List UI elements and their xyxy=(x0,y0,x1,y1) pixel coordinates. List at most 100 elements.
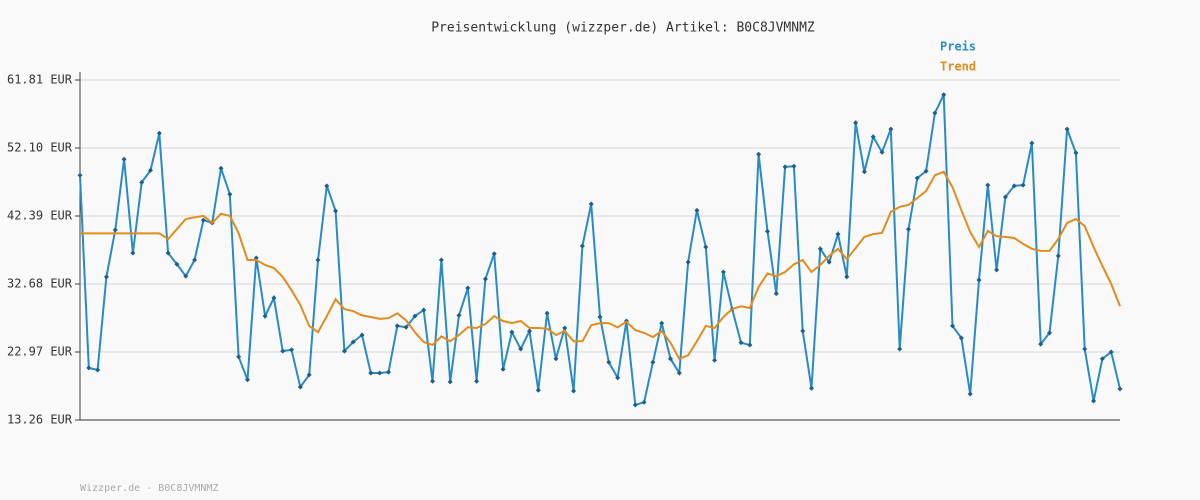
point-marker xyxy=(958,335,964,341)
point-marker xyxy=(438,257,444,263)
point-marker xyxy=(1064,126,1070,132)
point-marker xyxy=(967,391,973,397)
point-marker xyxy=(192,257,198,263)
point-marker xyxy=(923,168,929,174)
point-marker xyxy=(685,259,691,265)
point-marker xyxy=(562,325,568,331)
point-marker xyxy=(526,328,532,334)
point-marker xyxy=(482,276,488,282)
point-marker xyxy=(130,250,136,256)
point-marker xyxy=(1055,253,1061,259)
point-marker xyxy=(359,332,365,338)
point-marker xyxy=(385,369,391,375)
point-marker xyxy=(341,348,347,354)
point-marker xyxy=(544,310,550,316)
point-marker xyxy=(139,179,145,185)
point-marker xyxy=(994,267,1000,273)
point-marker xyxy=(1038,341,1044,347)
point-marker xyxy=(826,259,832,265)
point-marker xyxy=(914,175,920,181)
point-marker xyxy=(165,250,171,256)
point-marker xyxy=(148,167,154,173)
point-marker xyxy=(870,134,876,140)
point-marker xyxy=(156,130,162,136)
point-marker xyxy=(218,165,224,171)
point-marker xyxy=(668,356,674,362)
point-marker xyxy=(888,126,894,132)
point-marker xyxy=(297,384,303,390)
point-marker xyxy=(641,399,647,405)
point-marker xyxy=(430,378,436,384)
point-marker xyxy=(703,244,709,250)
point-marker xyxy=(421,307,427,313)
series-line xyxy=(80,170,1121,361)
point-marker xyxy=(597,314,603,320)
point-marker xyxy=(553,356,559,362)
point-marker xyxy=(817,246,823,252)
point-marker xyxy=(491,251,497,257)
point-marker xyxy=(1073,150,1079,156)
point-marker xyxy=(377,370,383,376)
point-marker xyxy=(474,378,480,384)
point-marker xyxy=(1046,330,1052,336)
point-marker xyxy=(262,313,268,319)
point-marker xyxy=(676,370,682,376)
point-marker xyxy=(1091,398,1097,404)
point-marker xyxy=(853,120,859,126)
point-marker xyxy=(1108,349,1114,355)
point-marker xyxy=(844,274,850,280)
y-tick-label: 22.97 EUR xyxy=(7,345,73,359)
point-marker xyxy=(606,359,612,365)
point-marker xyxy=(1002,194,1008,200)
point-marker xyxy=(289,347,295,353)
y-tick-label: 42.39 EUR xyxy=(7,209,73,223)
point-marker xyxy=(227,191,233,197)
point-marker xyxy=(897,346,903,352)
point-marker xyxy=(518,346,524,352)
point-marker xyxy=(1029,140,1035,146)
point-marker xyxy=(368,370,374,376)
point-marker xyxy=(324,183,330,189)
point-marker xyxy=(77,172,83,178)
point-marker xyxy=(244,377,250,383)
point-marker xyxy=(756,151,762,157)
point-marker xyxy=(236,354,242,360)
point-marker xyxy=(720,269,726,275)
point-marker xyxy=(1082,346,1088,352)
point-marker xyxy=(650,359,656,365)
point-marker xyxy=(764,228,770,234)
point-marker xyxy=(306,372,312,378)
point-marker xyxy=(112,227,118,233)
point-marker xyxy=(615,375,621,381)
point-marker xyxy=(535,387,541,393)
y-tick-label: 13.26 EUR xyxy=(7,413,73,427)
point-marker xyxy=(976,277,982,283)
point-marker xyxy=(103,274,109,280)
point-marker xyxy=(800,328,806,334)
point-marker xyxy=(315,257,321,263)
chart-title: Preisentwicklung (wizzper.de) Artikel: B… xyxy=(431,21,815,36)
y-tick-label: 32.68 EUR xyxy=(7,277,73,291)
point-marker xyxy=(200,217,206,223)
point-marker xyxy=(905,226,911,232)
source-note: Wizzper.de - B0C8JVMNMZ xyxy=(80,483,218,494)
point-marker xyxy=(500,366,506,372)
point-marker xyxy=(1117,386,1123,392)
point-marker xyxy=(174,261,180,267)
point-marker xyxy=(773,291,779,297)
point-marker xyxy=(121,156,127,162)
point-marker xyxy=(659,320,665,326)
point-marker xyxy=(579,243,585,249)
point-marker xyxy=(879,149,885,155)
point-marker xyxy=(1099,356,1105,362)
point-marker xyxy=(588,201,594,207)
point-marker xyxy=(712,357,718,363)
point-marker xyxy=(747,342,753,348)
legend-entry: Trend xyxy=(940,60,976,74)
point-marker xyxy=(1020,182,1026,188)
point-marker xyxy=(95,367,101,373)
point-marker xyxy=(1011,183,1017,189)
point-marker xyxy=(941,92,947,98)
